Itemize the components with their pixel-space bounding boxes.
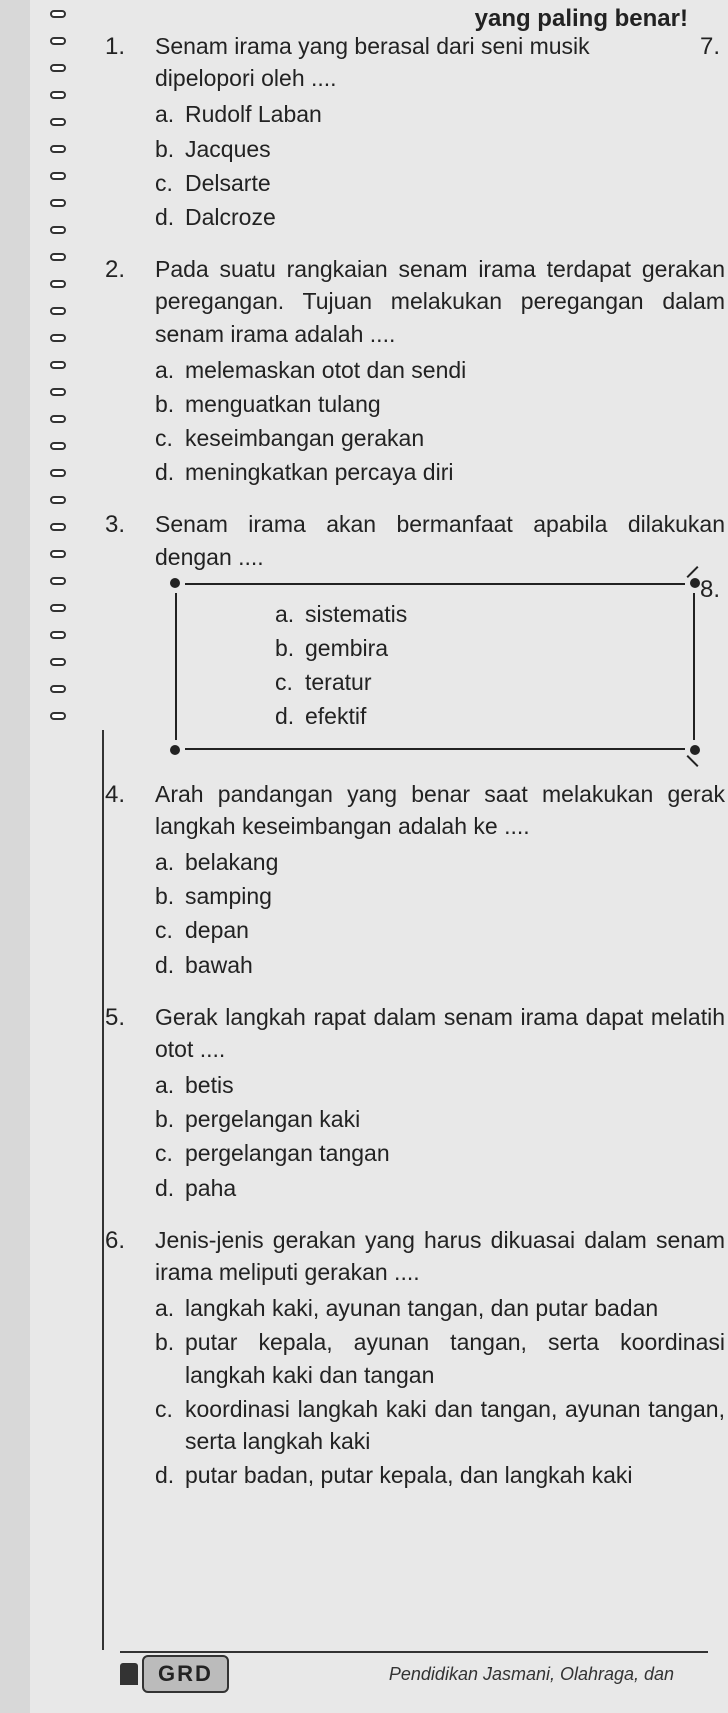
question-text: Senam irama yang berasal dari seni musik… bbox=[155, 30, 725, 94]
spiral-binding bbox=[50, 0, 80, 730]
page: yang paling benar! 1. Senam irama yang b… bbox=[30, 0, 728, 1713]
question-text: Gerak langkah rapat dalam senam irama da… bbox=[155, 1001, 725, 1065]
page-header: yang paling benar! bbox=[475, 5, 688, 33]
content-area: 1. Senam irama yang berasal dari seni mu… bbox=[105, 30, 725, 1511]
question-number: 1. bbox=[105, 30, 155, 235]
footer-text: Pendidikan Jasmani, Olahraga, dan bbox=[389, 1664, 674, 1685]
question-text: Senam irama akan bermanfaat apabila dila… bbox=[155, 508, 725, 572]
question-number: 3. bbox=[105, 508, 155, 759]
question-2: 2. Pada suatu rangkaian senam irama terd… bbox=[105, 253, 725, 490]
question-3: 3. Senam irama akan bermanfaat apabila d… bbox=[105, 508, 725, 759]
option-a: a.langkah kaki, ayunan tangan, dan putar… bbox=[155, 1292, 725, 1324]
option-a: a.sistematis bbox=[275, 598, 675, 630]
option-d: d.putar badan, putar kepala, dan langkah… bbox=[155, 1459, 725, 1491]
grd-icon bbox=[120, 1663, 138, 1685]
question-number: 4. bbox=[105, 778, 155, 983]
option-b: b.putar kepala, ayunan tangan, serta koo… bbox=[155, 1326, 725, 1390]
option-a: a.betis bbox=[155, 1069, 725, 1101]
page-footer: GRD Pendidikan Jasmani, Olahraga, dan bbox=[120, 1655, 728, 1693]
option-d: d.efektif bbox=[275, 700, 675, 732]
question-number: 5. bbox=[105, 1001, 155, 1206]
question-1: 1. Senam irama yang berasal dari seni mu… bbox=[105, 30, 725, 235]
grd-badge: GRD bbox=[142, 1655, 229, 1693]
side-number: 8. bbox=[700, 573, 720, 607]
option-d: d.paha bbox=[155, 1172, 725, 1204]
question-text: Arah pandangan yang benar saat melakukan… bbox=[155, 778, 725, 842]
option-c: c.pergelangan tangan bbox=[155, 1137, 725, 1169]
option-c: c.depan bbox=[155, 914, 725, 946]
option-b: b.pergelangan kaki bbox=[155, 1103, 725, 1135]
question-4: 4. Arah pandangan yang benar saat melaku… bbox=[105, 778, 725, 983]
question-text: Jenis-jenis gerakan yang harus dikuasai … bbox=[155, 1224, 725, 1288]
question-6: 6. Jenis-jenis gerakan yang harus dikuas… bbox=[105, 1224, 725, 1494]
margin-line bbox=[102, 730, 104, 1650]
question-number: 6. bbox=[105, 1224, 155, 1494]
option-d: d.bawah bbox=[155, 949, 725, 981]
option-b: b.Jacques bbox=[155, 133, 725, 165]
footer-divider bbox=[120, 1651, 708, 1653]
option-d: d.Dalcroze bbox=[155, 201, 725, 233]
option-a: a.Rudolf Laban bbox=[155, 98, 725, 130]
option-c: c.teratur bbox=[275, 666, 675, 698]
option-c: c.Delsarte bbox=[155, 167, 725, 199]
question-text: Pada suatu rangkaian senam irama terdapa… bbox=[155, 253, 725, 350]
option-a: a.belakang bbox=[155, 846, 725, 878]
option-b: b.menguatkan tulang bbox=[155, 388, 725, 420]
option-b: b.gembira bbox=[275, 632, 675, 664]
option-a: a.melemaskan otot dan sendi bbox=[155, 354, 725, 386]
option-c: c.keseimbangan gerakan bbox=[155, 422, 725, 454]
question-number: 2. bbox=[105, 253, 155, 490]
decorative-frame: a.sistematis b.gembira c.teratur d.efekt… bbox=[175, 583, 695, 750]
option-c: c.koordinasi langkah kaki dan tangan, ay… bbox=[155, 1393, 725, 1457]
option-b: b.samping bbox=[155, 880, 725, 912]
question-5: 5. Gerak langkah rapat dalam senam irama… bbox=[105, 1001, 725, 1206]
option-d: d.meningkatkan percaya diri bbox=[155, 456, 725, 488]
side-number: 7. bbox=[700, 30, 720, 64]
